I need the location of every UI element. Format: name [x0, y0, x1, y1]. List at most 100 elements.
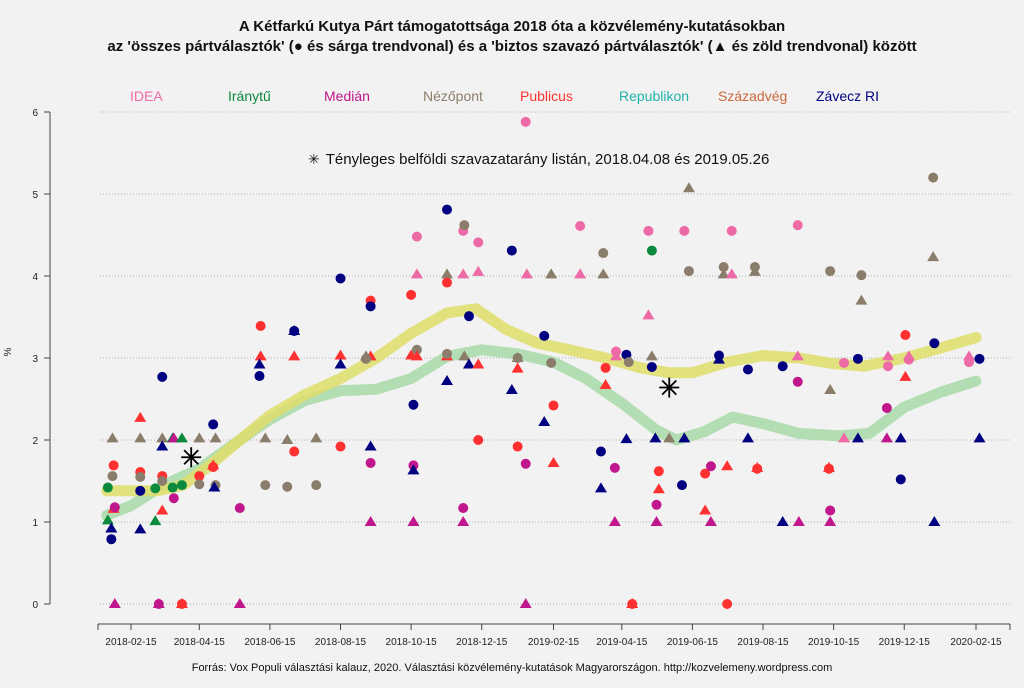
data-point-circle: [289, 446, 300, 457]
data-point-circle: [458, 503, 469, 514]
trend-line-likely-voters: [101, 344, 982, 521]
data-point-circle: [777, 361, 788, 372]
data-point-circle: [282, 481, 293, 492]
x-tick-label: 2019-02-15: [528, 637, 580, 648]
data-point-triangle: [101, 514, 114, 525]
data-point-circle: [135, 471, 146, 482]
data-point-circle: [150, 483, 161, 494]
data-point-triangle: [880, 432, 893, 443]
legend-item: Nézőpont: [423, 88, 483, 104]
x-tick-label: 2020-02-15: [950, 637, 1002, 648]
data-point-circle: [974, 353, 985, 364]
data-point-triangle: [855, 294, 868, 305]
data-point-circle: [900, 330, 911, 341]
data-point-triangle: [520, 268, 533, 279]
data-point-triangle: [645, 350, 658, 361]
data-point-circle: [598, 248, 609, 259]
data-point-circle: [646, 362, 657, 373]
annotation: ✳ Tényleges belföldi szavazatarány listán…: [308, 151, 769, 168]
x-tick-label: 2018-10-15: [386, 637, 438, 648]
data-point-triangle: [824, 383, 837, 394]
y-tick-label: 5: [32, 190, 38, 201]
data-point-triangle: [642, 309, 655, 320]
y-tick-label: 2: [32, 436, 38, 447]
data-point-triangle: [699, 504, 712, 515]
data-point-circle: [168, 493, 179, 504]
data-point-circle: [167, 482, 178, 493]
data-point-triangle: [776, 516, 789, 526]
data-point-circle: [335, 441, 346, 452]
data-point-circle: [929, 338, 940, 349]
data-point-circle: [520, 116, 531, 127]
data-point-circle: [609, 462, 620, 473]
data-point-triangle: [822, 461, 835, 472]
x-tick-label: 2018-08-15: [315, 637, 367, 648]
data-point-triangle: [574, 268, 587, 279]
data-point-triangle: [713, 353, 726, 364]
data-point-circle: [135, 485, 146, 496]
data-point-triangle: [334, 349, 347, 360]
data-point-triangle: [407, 516, 420, 526]
data-point-triangle: [281, 434, 294, 444]
data-point-triangle: [208, 481, 221, 492]
data-point-circle: [442, 277, 453, 288]
annotation-text: Tényleges belföldi szavazatarány listán,…: [325, 151, 770, 168]
data-point-triangle: [511, 362, 524, 373]
data-point-triangle: [457, 268, 470, 279]
y-tick-label: 4: [32, 272, 38, 283]
data-point-triangle: [851, 432, 864, 443]
data-point-triangle: [791, 350, 804, 361]
y-tick-label: 1: [32, 518, 38, 529]
data-point-triangle: [649, 432, 662, 443]
data-point-triangle: [973, 432, 986, 443]
data-point-circle: [539, 330, 550, 341]
data-point-circle: [705, 461, 716, 472]
data-point-circle: [107, 471, 118, 482]
data-point-circle: [194, 471, 205, 482]
asterisk-stroke: [661, 379, 677, 396]
data-point-triangle: [134, 411, 147, 422]
data-point-circle: [208, 462, 219, 473]
data-point-circle: [176, 599, 187, 609]
data-point-circle: [157, 371, 168, 382]
data-point-triangle: [717, 268, 730, 279]
data-point-triangle: [928, 516, 941, 526]
data-point-triangle: [597, 268, 610, 279]
y-tick-label: 3: [32, 354, 38, 365]
x-tick-label: 2018-04-15: [174, 637, 226, 648]
data-point-triangle: [288, 350, 301, 361]
legend-item: Századvég: [718, 88, 788, 104]
data-point-circle: [459, 220, 470, 231]
data-point-triangle: [538, 415, 551, 426]
data-point-triangle: [547, 456, 560, 467]
data-point-triangle: [288, 324, 301, 335]
legend-item: Republikon: [619, 88, 690, 104]
data-point-circle: [627, 599, 638, 609]
data-point-triangle: [594, 482, 607, 493]
data-point-triangle: [259, 432, 272, 443]
x-tick-label: 2018-06-15: [244, 637, 296, 648]
data-point-circle: [109, 502, 120, 513]
data-point-triangle: [927, 251, 940, 262]
data-point-circle: [683, 266, 694, 277]
data-point-circle: [895, 474, 906, 485]
data-point-circle: [365, 457, 376, 468]
y-axis-label: %: [3, 347, 14, 356]
data-point-triangle: [310, 432, 323, 443]
data-point-triangle: [824, 516, 837, 526]
data-point-triangle: [463, 358, 475, 369]
data-point-circle: [512, 441, 523, 452]
data-point-circle: [411, 344, 422, 355]
data-point-circle: [742, 364, 753, 375]
data-point-triangle: [721, 460, 734, 471]
data-point-triangle: [838, 432, 851, 443]
data-point-triangle: [233, 598, 246, 608]
data-point-triangle: [108, 598, 121, 608]
data-point-circle: [651, 499, 662, 510]
data-point-triangle: [152, 598, 165, 608]
x-tick-label: 2019-06-15: [667, 637, 719, 648]
data-point-circle: [548, 400, 559, 411]
data-point-circle: [194, 479, 205, 490]
data-point-circle: [676, 480, 687, 491]
data-point-circle: [157, 476, 168, 486]
